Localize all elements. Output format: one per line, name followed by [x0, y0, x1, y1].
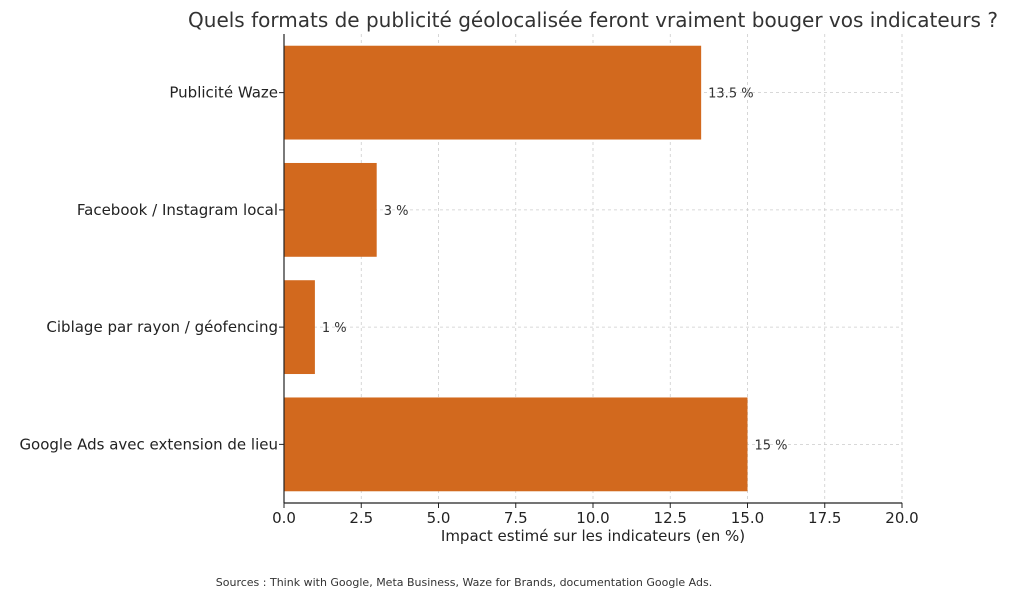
- x-tick-label: 10.0: [576, 509, 609, 527]
- bar: [284, 162, 377, 257]
- data-label: 1 %: [322, 321, 347, 336]
- source-note: Sources : Think with Google, Meta Busine…: [216, 576, 712, 589]
- bar: [284, 45, 702, 140]
- category-label: Facebook / Instagram local: [77, 201, 278, 219]
- data-label: 13.5 %: [708, 87, 753, 102]
- category-label: Publicité Waze: [169, 84, 278, 102]
- x-tick-label: 15.0: [731, 509, 764, 527]
- bar: [284, 397, 748, 492]
- bars-layer: [284, 45, 748, 492]
- data-label: 15 %: [755, 438, 788, 453]
- x-tick-label: 2.5: [349, 509, 373, 527]
- data-label: 3 %: [384, 204, 409, 219]
- category-label: Google Ads avec extension de lieu: [19, 435, 278, 453]
- bar: [284, 280, 315, 375]
- category-label: Ciblage par rayon / géofencing: [46, 318, 278, 336]
- x-tick-label: 17.5: [808, 509, 841, 527]
- x-tick-label: 7.5: [504, 509, 528, 527]
- labels-layer: 0.0 2.5 5.0 7.5 10.0 12.5 15.0 17.5 20.0 Publicit…: [19, 84, 918, 527]
- x-tick-label: 20.0: [885, 509, 918, 527]
- x-tick-label: 12.5: [654, 509, 687, 527]
- x-axis-title: Impact estimé sur les indicateurs (en %): [441, 527, 745, 545]
- chart-title: Quels formats de publicité géolocalisée …: [188, 8, 998, 32]
- x-tick-label: 5.0: [427, 509, 451, 527]
- x-tick-label: 0.0: [272, 509, 296, 527]
